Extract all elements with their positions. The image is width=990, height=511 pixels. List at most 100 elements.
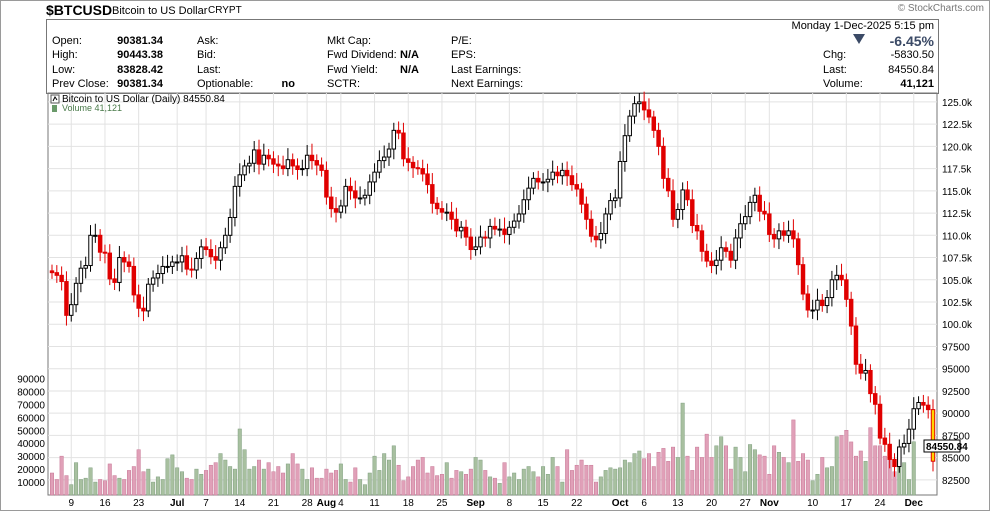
candle-body: [146, 283, 151, 312]
volume-bar: [526, 466, 531, 496]
volume-bar: [271, 471, 276, 496]
candle-body: [853, 325, 859, 365]
candle-body: [131, 265, 137, 296]
candle-body: [280, 165, 286, 170]
volume-bar: [603, 470, 608, 496]
volume-bar: [146, 468, 151, 496]
candle-body: [540, 181, 546, 184]
volume-bar: [117, 477, 122, 496]
candle-body: [690, 199, 695, 227]
candle-body: [536, 177, 541, 183]
volume-bar: [569, 470, 574, 496]
candle-body: [237, 174, 242, 187]
last-price-value: 84550.84: [888, 64, 934, 76]
exchange-label: CRYPT: [208, 5, 242, 16]
candle-body: [473, 246, 478, 251]
candle-body: [203, 246, 209, 251]
volume-bar: [882, 455, 887, 496]
candle-body: [425, 173, 430, 186]
volume-bar: [74, 462, 79, 496]
candle-body: [353, 190, 358, 199]
date-tick-label: 16: [99, 498, 111, 509]
candle-body: [59, 274, 64, 283]
price-tick-label: 92500: [942, 387, 970, 398]
date-tick-label: 14: [234, 498, 246, 509]
candle-body: [97, 234, 103, 253]
volume-bar: [444, 462, 449, 496]
candle-body: [723, 247, 729, 252]
volume-tick-label: 70000: [17, 400, 45, 411]
candle-body: [406, 158, 411, 163]
candle-body: [887, 443, 892, 460]
volume-bar: [199, 474, 204, 496]
candle-body: [295, 165, 300, 170]
pe-label: P/E:: [451, 35, 472, 47]
candle-body: [478, 236, 483, 248]
price-tick-label: 112.5k: [942, 209, 972, 220]
volume-bar: [767, 474, 772, 496]
candle-body: [401, 132, 406, 160]
last-price-tag-label: 84550.84: [926, 442, 968, 453]
volume-bar: [93, 481, 98, 496]
volume-bar: [815, 474, 820, 496]
volume-bar: [536, 476, 541, 496]
candle-body: [776, 230, 782, 240]
mktcap-label: Mkt Cap:: [327, 35, 372, 47]
date-tick-label: 25: [436, 498, 448, 509]
candle-body: [458, 226, 464, 232]
candle-body: [911, 408, 916, 430]
candle-body: [492, 225, 498, 230]
fwd-yield-value: N/A: [400, 64, 419, 76]
price-tick-label: 87500: [942, 431, 970, 442]
volume-bar: [151, 481, 156, 496]
candle-body: [189, 268, 194, 271]
volume-bar: [690, 470, 695, 496]
volume-bar: [748, 444, 753, 496]
volume-bar: [714, 445, 719, 496]
volume-bar: [473, 457, 478, 496]
volume-bar: [329, 472, 334, 496]
candle-body: [357, 197, 363, 200]
volume-bar: [724, 445, 728, 496]
candle-body: [584, 203, 589, 220]
candle-body: [256, 149, 262, 165]
candle-body: [637, 101, 642, 105]
volume-tick-label: 60000: [17, 413, 45, 424]
volume-bar: [334, 470, 339, 496]
volume-bar: [252, 466, 257, 496]
volume-bar: [488, 476, 493, 496]
candle-body: [733, 237, 738, 261]
price-tick-label: 95000: [942, 365, 970, 376]
candle-body: [656, 129, 661, 147]
volume-bar: [613, 468, 618, 496]
volume-bar: [839, 435, 844, 496]
volume-bar: [594, 481, 598, 496]
volume-bar: [521, 468, 526, 496]
date-tick-label: 17: [841, 498, 853, 509]
volume-bar: [772, 445, 777, 496]
volume-bar: [902, 462, 907, 496]
candle-body: [290, 159, 295, 167]
candle-body: [680, 189, 685, 211]
volume-bar: [608, 467, 613, 496]
candle-body: [820, 299, 825, 307]
price-tick-label: 125.0k: [942, 98, 973, 109]
candle-body: [516, 213, 522, 222]
candle-body: [304, 154, 310, 170]
candle-body: [608, 200, 613, 215]
candle-body: [560, 169, 565, 177]
volume-bar: [531, 471, 536, 496]
candle-body: [64, 281, 69, 316]
volume-bar: [338, 463, 343, 496]
candle-body: [463, 226, 469, 238]
candle-body: [564, 169, 570, 177]
volume-bar: [343, 479, 348, 496]
candle-body: [531, 177, 536, 189]
ticker-symbol[interactable]: $BTCUSD: [46, 2, 113, 18]
volume-bar: [127, 470, 132, 496]
candle-body: [160, 265, 165, 275]
candle-body: [738, 223, 743, 239]
stockcharts-brand[interactable]: © StockCharts.com: [897, 3, 984, 14]
date-tick-label: 9: [68, 498, 74, 509]
